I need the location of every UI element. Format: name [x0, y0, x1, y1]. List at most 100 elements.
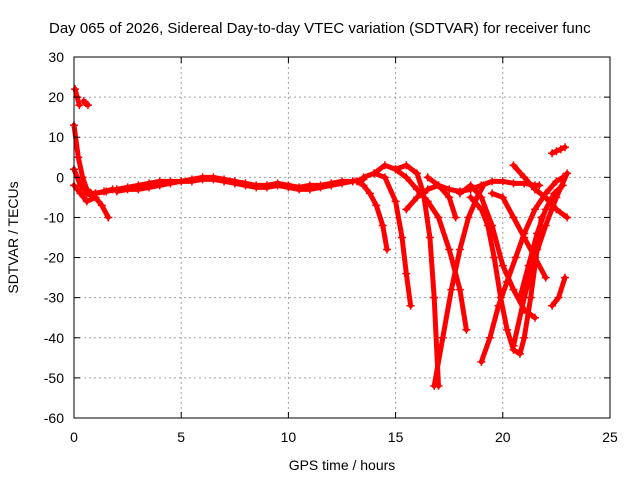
data-point [498, 193, 507, 202]
data-point [425, 233, 434, 242]
data-point [372, 201, 381, 210]
series-trace [71, 182, 98, 204]
data-point [284, 183, 293, 192]
data-point [104, 213, 113, 222]
y-tick-label: 10 [48, 129, 64, 145]
data-point [80, 189, 89, 198]
data-point [515, 293, 524, 302]
data-point [494, 301, 503, 310]
data-point [552, 177, 561, 186]
series-baseline-b [112, 175, 357, 196]
data-point [112, 187, 121, 196]
data-point [520, 233, 529, 242]
data-point [187, 177, 196, 186]
data-point [365, 189, 374, 198]
y-axis-label: SDTVAR / TECUs [5, 181, 21, 293]
data-point [552, 147, 561, 156]
data-point [406, 301, 415, 310]
data-point [123, 185, 132, 194]
data-point [554, 293, 563, 302]
data-point [434, 213, 443, 222]
data-point [380, 173, 389, 182]
series-trace [478, 174, 566, 365]
series-b10 [477, 173, 567, 366]
data-point [451, 213, 460, 222]
data-point [273, 181, 282, 190]
data-point [560, 143, 569, 152]
data-point [74, 153, 83, 162]
data-point [530, 185, 539, 194]
series-b1 [353, 177, 392, 254]
data-point [423, 173, 432, 182]
x-tick-label: 5 [177, 429, 185, 445]
y-tick-label: -20 [44, 250, 64, 266]
data-point [359, 181, 368, 190]
data-point [327, 181, 336, 190]
data-point [466, 193, 475, 202]
data-point [488, 221, 497, 230]
series-b9 [455, 181, 539, 322]
data-point [464, 213, 473, 222]
data-point [241, 181, 250, 190]
y-tick-label: 30 [48, 49, 64, 65]
data-point [438, 333, 447, 342]
series-trace [468, 194, 544, 357]
data-point [503, 325, 512, 334]
y-tick-label: -10 [44, 209, 64, 225]
data-point [509, 213, 518, 222]
data-point [166, 179, 175, 188]
data-point [402, 205, 411, 214]
data-point [520, 333, 529, 342]
chart-title: Day 065 of 2026, Sidereal Day-to-day VTE… [49, 20, 591, 37]
data-point [498, 261, 507, 270]
data-point [455, 285, 464, 294]
data-point [466, 181, 475, 190]
data-point [490, 253, 499, 262]
data-point [520, 173, 529, 182]
data-point [558, 181, 567, 190]
data-point [430, 293, 439, 302]
x-tick-label: 20 [495, 429, 511, 445]
data-point [97, 201, 106, 210]
x-tick-label: 0 [70, 429, 78, 445]
data-point [391, 165, 400, 174]
data-point [485, 333, 494, 342]
data-point [524, 261, 533, 270]
data-point [488, 177, 497, 186]
data-point [402, 161, 411, 170]
data-point [477, 181, 486, 190]
x-axis-label: GPS time / hours [289, 457, 396, 473]
data-point [220, 177, 229, 186]
series-trace [354, 178, 390, 253]
data-point [434, 181, 443, 190]
series-trace [517, 182, 566, 301]
data-point [548, 149, 557, 158]
y-tick-label: -30 [44, 290, 64, 306]
data-point [445, 245, 454, 254]
data-point [447, 285, 456, 294]
y-tick-label: -60 [44, 410, 64, 426]
data-point [198, 175, 207, 184]
data-point [563, 213, 572, 222]
data-point [353, 177, 362, 186]
data-point [423, 185, 432, 194]
data-point [230, 179, 239, 188]
x-tick-label: 25 [602, 429, 618, 445]
axis-ticks: 0 5 10 15 20 25 -60 -50 -40 -30 -20 -10 0 10 20 30 [44, 49, 618, 445]
y-tick-label: -50 [44, 370, 64, 386]
data-point [445, 193, 454, 202]
data-point [455, 189, 464, 198]
series-early-4 [79, 97, 92, 110]
series-b14 [515, 181, 567, 302]
data-point [533, 229, 542, 238]
data-point [370, 169, 379, 178]
data-point [541, 221, 550, 230]
data-point [462, 325, 471, 334]
data-point [445, 185, 454, 194]
data-point [262, 183, 271, 192]
data-point [550, 189, 559, 198]
data-point [305, 185, 314, 194]
data-point [541, 193, 550, 202]
data-point [83, 101, 92, 110]
data-point [295, 185, 304, 194]
